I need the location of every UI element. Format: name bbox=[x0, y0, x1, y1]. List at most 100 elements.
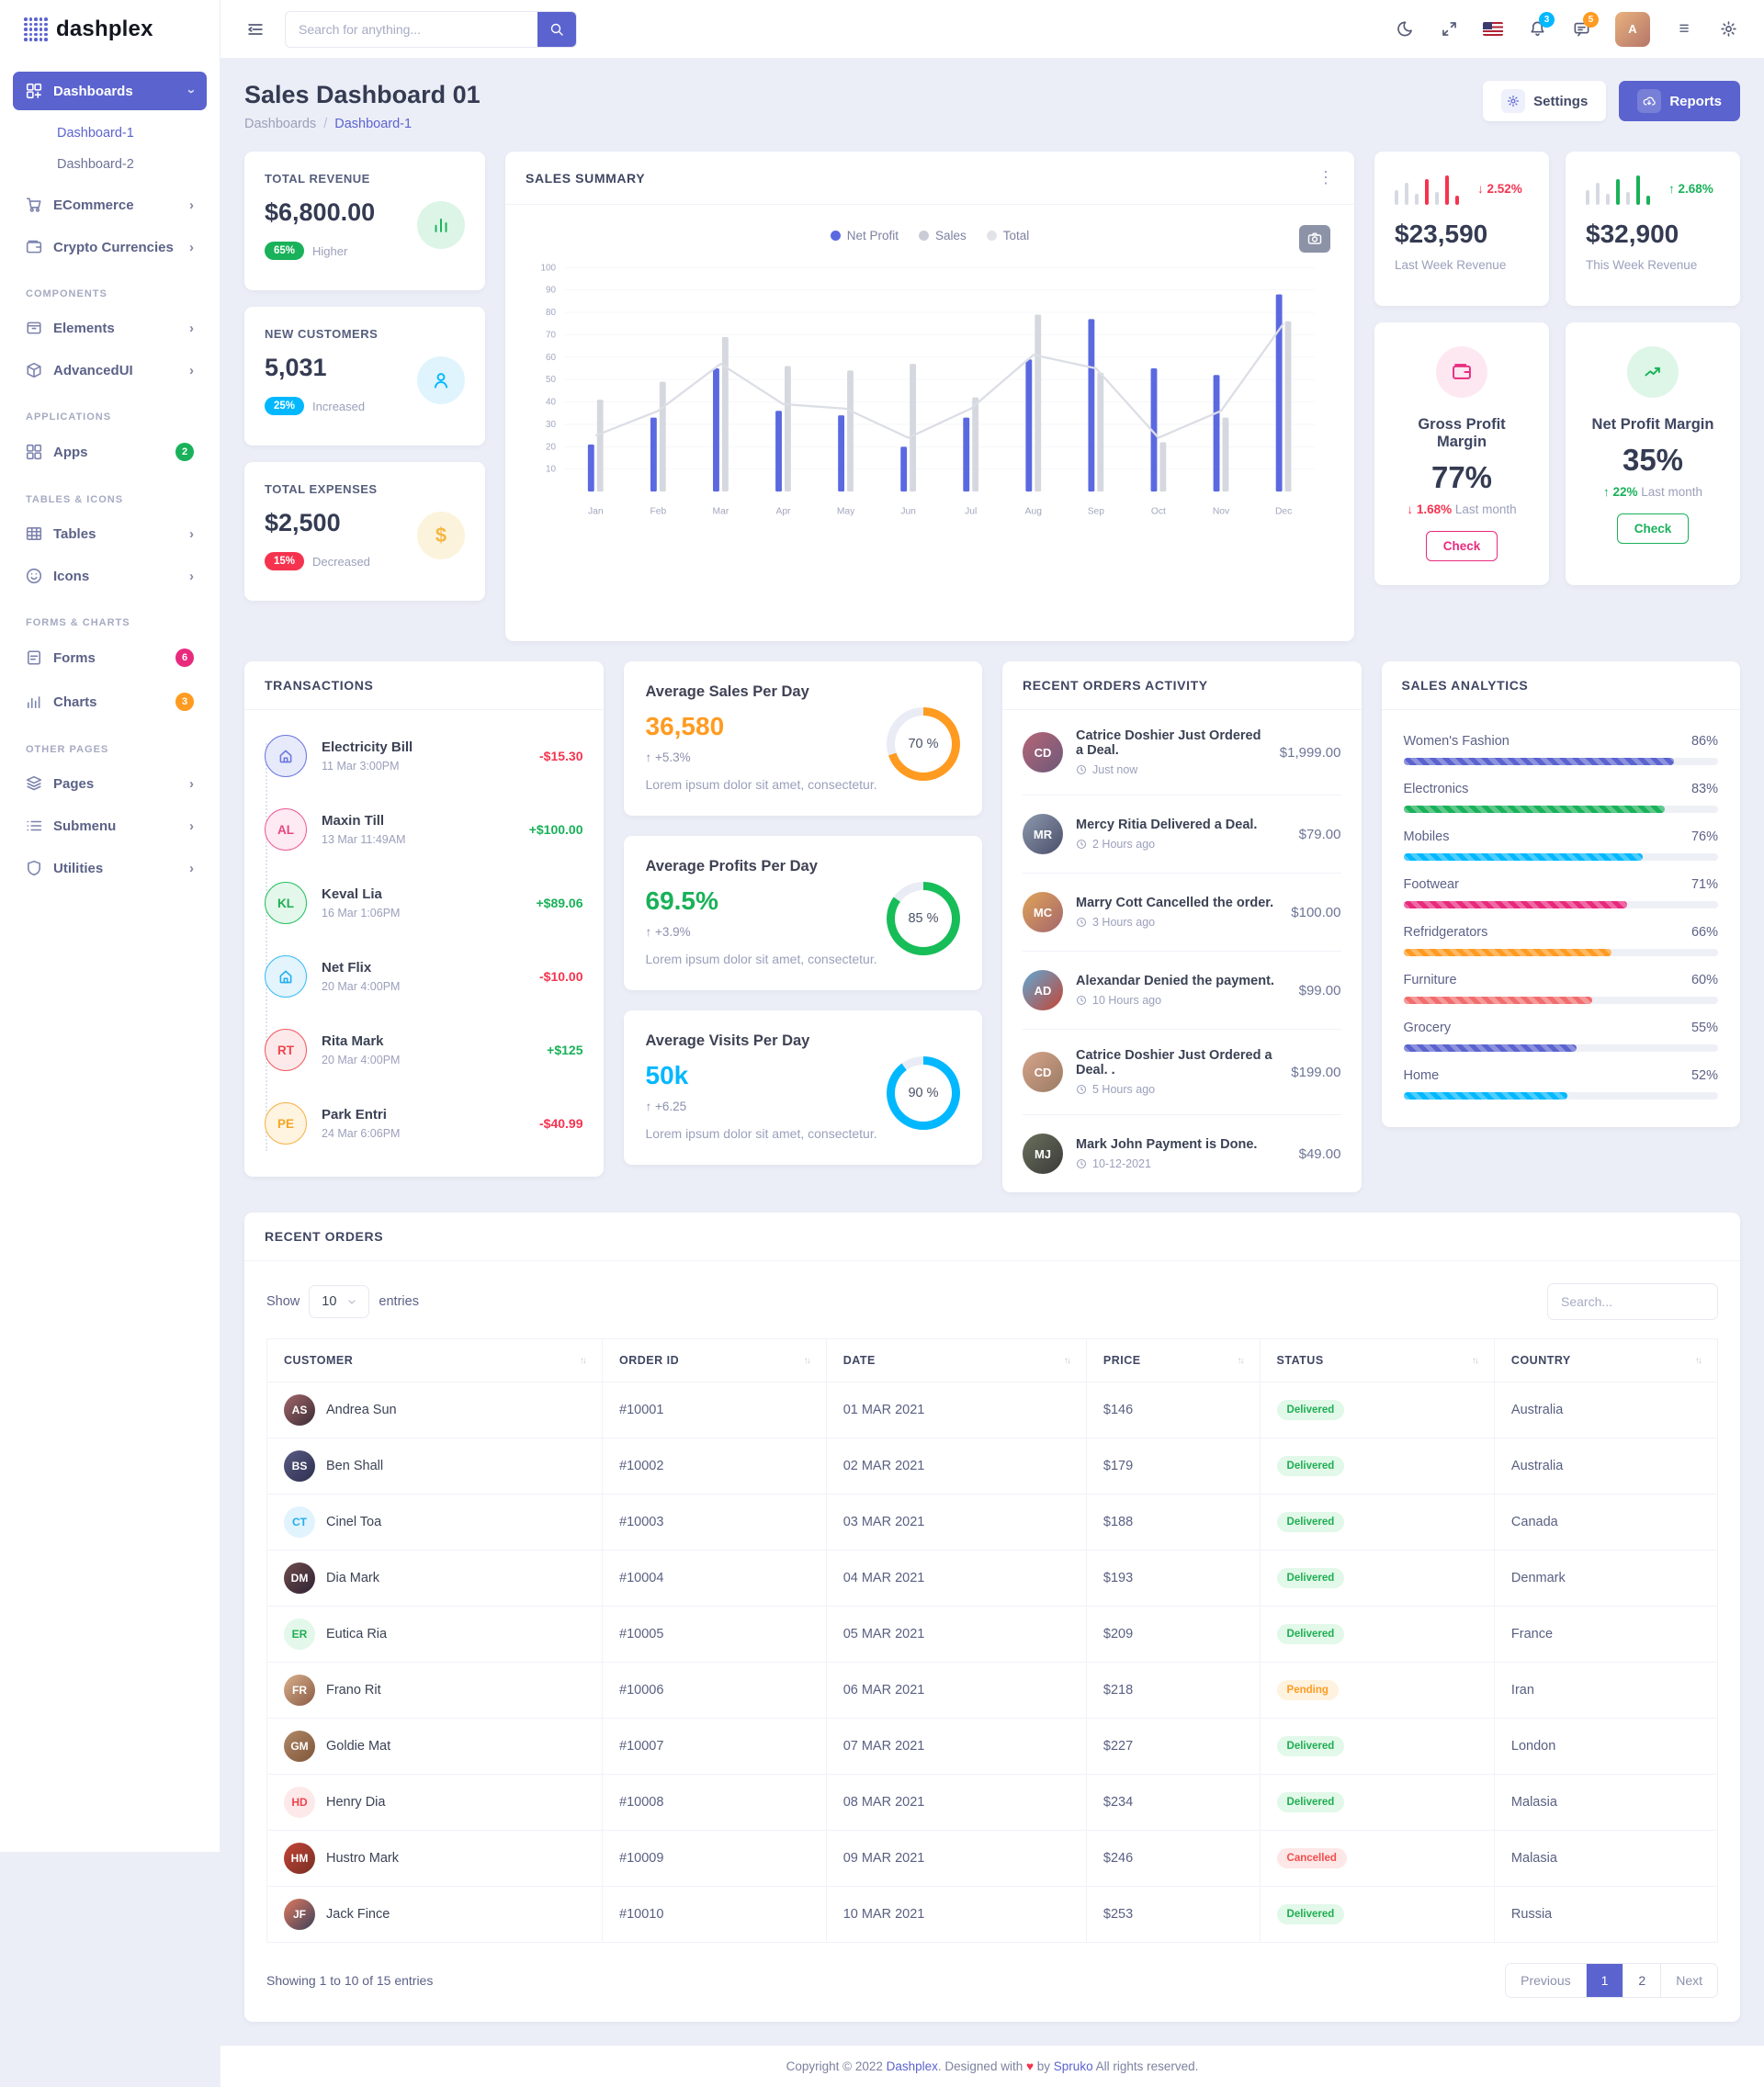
breadcrumb-current: Dashboard-1 bbox=[334, 117, 412, 131]
progress-bar bbox=[1404, 853, 1643, 861]
arrow-up-icon: ↑ bbox=[646, 1100, 652, 1113]
column-header-date[interactable]: DATE↑↓ bbox=[826, 1339, 1086, 1382]
settings-gear-icon[interactable] bbox=[1718, 19, 1738, 39]
sidebar-item-dashboards[interactable]: Dashboards› bbox=[13, 72, 207, 110]
nav-section-heading: TABLES & ICONS bbox=[13, 476, 207, 514]
settings-button[interactable]: Settings bbox=[1483, 81, 1606, 121]
svg-text:10: 10 bbox=[546, 465, 557, 475]
total-expenses-card: TOTAL EXPENSES $2,500 15% Decreased $ bbox=[244, 462, 485, 601]
dashplex-link[interactable]: Dashplex bbox=[887, 2059, 938, 2073]
logo[interactable]: dashplex bbox=[0, 0, 220, 59]
chart-icon bbox=[26, 694, 42, 710]
sidebar-toggle-icon[interactable] bbox=[246, 20, 265, 39]
sidebar-item-icons[interactable]: Icons› bbox=[13, 557, 207, 595]
spruko-link[interactable]: Spruko bbox=[1054, 2059, 1093, 2073]
sidebar-item-ecommerce[interactable]: ECommerce› bbox=[13, 186, 207, 224]
stat-badge: 65% bbox=[265, 242, 304, 260]
svg-text:70: 70 bbox=[546, 330, 557, 340]
avatar: HD bbox=[284, 1787, 315, 1818]
sidebar-item-crypto-currencies[interactable]: Crypto Currencies› bbox=[13, 228, 207, 266]
pagination-next[interactable]: Next bbox=[1660, 1964, 1717, 1997]
sidebar-item-tables[interactable]: Tables› bbox=[13, 514, 207, 553]
status-badge: Delivered bbox=[1277, 1512, 1345, 1532]
avatar: MC bbox=[1023, 892, 1063, 932]
camera-icon[interactable] bbox=[1299, 225, 1330, 253]
chevron-right-icon: › bbox=[189, 819, 194, 833]
status-badge: Cancelled bbox=[1277, 1848, 1347, 1868]
pagination-page-1[interactable]: 1 bbox=[1586, 1964, 1623, 1997]
legend-dot bbox=[831, 231, 841, 241]
sidebar-item-advancedui[interactable]: AdvancedUI› bbox=[13, 351, 207, 389]
column-header-country[interactable]: COUNTRY↑↓ bbox=[1494, 1339, 1717, 1382]
average-sales-card: Average Sales Per Day 36,580 ↑ +5.3% Lor… bbox=[624, 661, 983, 816]
pagination-previous[interactable]: Previous bbox=[1506, 1964, 1585, 1997]
progress-bar bbox=[1404, 806, 1665, 813]
column-header-order-id[interactable]: ORDER ID↑↓ bbox=[603, 1339, 827, 1382]
activity-price: $49.00 bbox=[1299, 1146, 1341, 1162]
check-button[interactable]: Check bbox=[1617, 513, 1690, 544]
clock-icon bbox=[1076, 917, 1087, 928]
nav-badge: 3 bbox=[175, 693, 194, 711]
chart-legend: Net Profit Sales Total bbox=[505, 205, 1354, 248]
cube-icon bbox=[26, 362, 42, 378]
progress-bar bbox=[1404, 758, 1675, 765]
avatar: GM bbox=[284, 1731, 315, 1762]
sidebar-subitem-dashboard-2[interactable]: Dashboard-2 bbox=[57, 149, 207, 180]
sidebar-item-pages[interactable]: Pages› bbox=[13, 764, 207, 803]
avatar: AL bbox=[265, 808, 307, 851]
home-icon bbox=[265, 955, 307, 998]
user-avatar[interactable]: A bbox=[1615, 12, 1650, 47]
column-header-status[interactable]: STATUS↑↓ bbox=[1260, 1339, 1494, 1382]
sidebar-item-elements[interactable]: Elements› bbox=[13, 309, 207, 347]
nav-badge: 6 bbox=[175, 649, 194, 667]
activity-price: $79.00 bbox=[1299, 827, 1341, 842]
progress-ring: 70 % bbox=[887, 707, 960, 781]
svg-text:Jan: Jan bbox=[588, 506, 604, 516]
shield-icon bbox=[26, 860, 42, 876]
progress-bar bbox=[1404, 1044, 1577, 1052]
heart-icon: ♥ bbox=[1026, 2059, 1034, 2073]
reports-button[interactable]: Reports bbox=[1619, 81, 1740, 121]
sidebar-item-submenu[interactable]: Submenu› bbox=[13, 807, 207, 845]
search-input[interactable] bbox=[286, 22, 537, 37]
more-menu-icon[interactable]: ⋮ bbox=[1317, 168, 1334, 187]
page-size-select[interactable]: 10 bbox=[309, 1285, 369, 1318]
notifications-icon[interactable]: 3 bbox=[1527, 19, 1547, 39]
column-header-customer[interactable]: CUSTOMER↑↓ bbox=[267, 1339, 603, 1382]
status-badge: Delivered bbox=[1277, 1736, 1345, 1756]
search-button[interactable] bbox=[537, 11, 576, 48]
language-flag-icon[interactable] bbox=[1483, 19, 1503, 39]
sidebar-subitem-dashboard-1[interactable]: Dashboard-1 bbox=[57, 118, 207, 149]
pagination-page-2[interactable]: 2 bbox=[1623, 1964, 1660, 1997]
messages-icon[interactable]: 5 bbox=[1571, 19, 1591, 39]
fullscreen-icon[interactable] bbox=[1439, 19, 1459, 39]
page-title: Sales Dashboard 01 bbox=[244, 81, 481, 109]
menu-icon[interactable]: ≡ bbox=[1674, 19, 1694, 39]
table-search-input[interactable] bbox=[1547, 1283, 1718, 1320]
check-button[interactable]: Check bbox=[1426, 531, 1498, 561]
dark-mode-icon[interactable] bbox=[1395, 19, 1415, 39]
progress-bar bbox=[1404, 1092, 1567, 1100]
progress-ring: 85 % bbox=[887, 882, 960, 955]
clock-icon bbox=[1076, 1158, 1087, 1169]
stat-label: TOTAL REVENUE bbox=[265, 172, 465, 186]
breadcrumb-root[interactable]: Dashboards bbox=[244, 117, 316, 131]
column-header-price[interactable]: PRICE↑↓ bbox=[1086, 1339, 1260, 1382]
progress-ring: 90 % bbox=[887, 1056, 960, 1130]
sidebar-item-utilities[interactable]: Utilities› bbox=[13, 849, 207, 887]
